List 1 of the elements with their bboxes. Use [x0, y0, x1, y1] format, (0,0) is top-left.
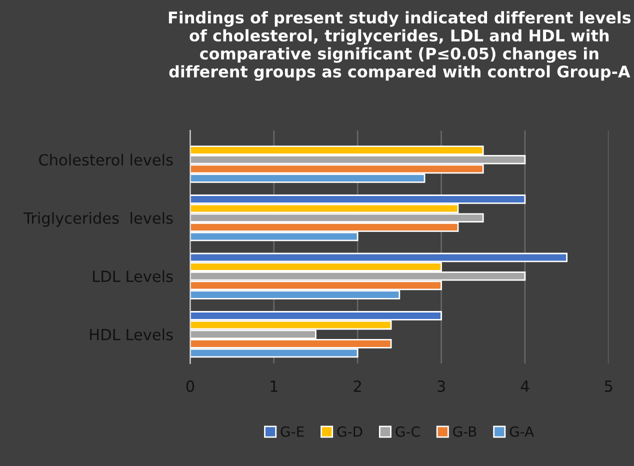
chart-title: Findings of present study indicated different levels of cholesterol, triglycerides, LDL and HDL with comparative significant (P≤0.05) changes in different groups as compared with control Group-A: [168, 11, 631, 81]
